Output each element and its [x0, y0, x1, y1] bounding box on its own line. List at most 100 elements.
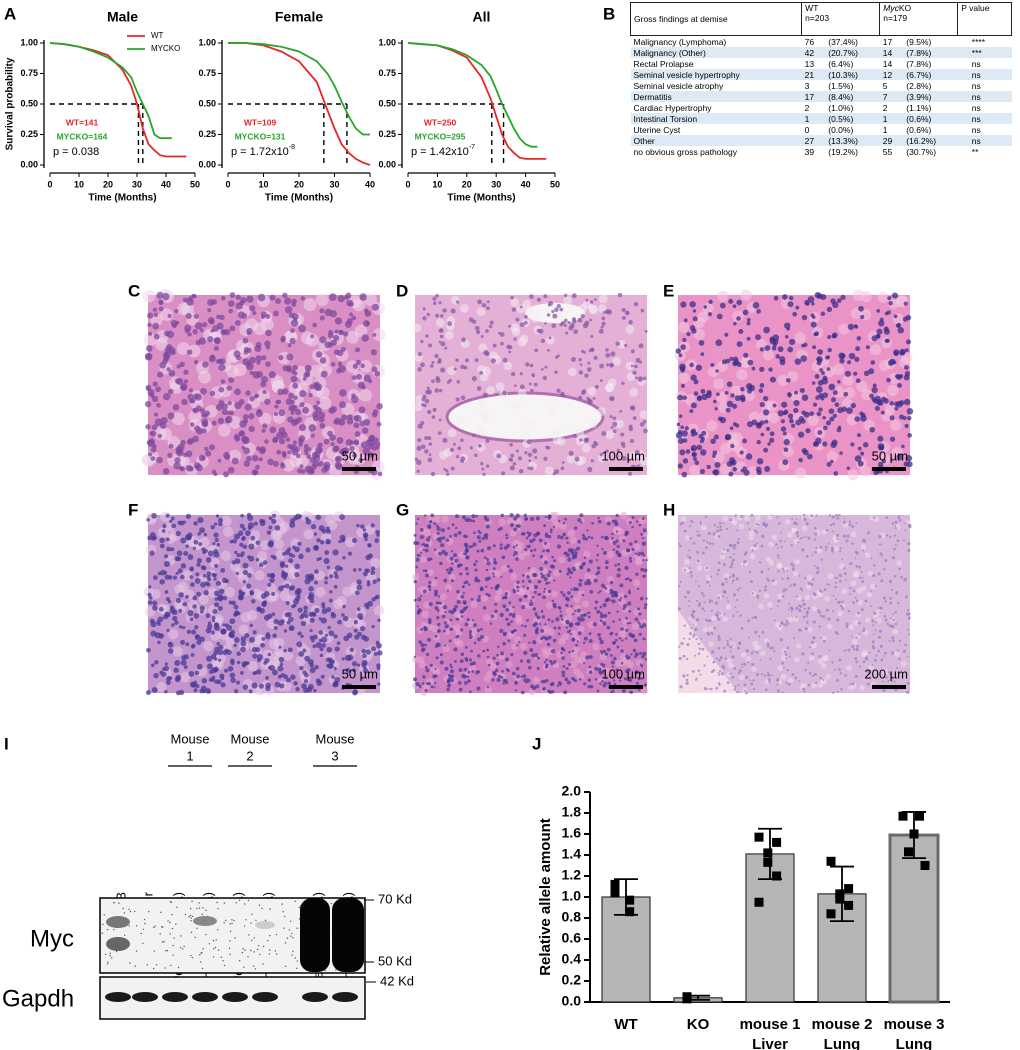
nucleus [781, 402, 787, 408]
nucleus [794, 677, 797, 680]
nucleus [730, 544, 733, 547]
nucleus [577, 640, 579, 642]
nucleus [850, 442, 854, 446]
cytoplasm [808, 415, 819, 426]
nucleus [314, 545, 318, 549]
nucleus [644, 607, 647, 610]
nucleus [583, 438, 588, 443]
nucleus [711, 633, 713, 635]
nucleus [786, 669, 788, 671]
nucleus [251, 599, 255, 603]
nucleus [611, 632, 613, 634]
nucleus [305, 365, 312, 372]
cytoplasm [768, 412, 779, 423]
nucleus [817, 430, 822, 435]
nucleus [194, 625, 198, 629]
nucleus [550, 528, 553, 531]
nucleus [331, 675, 335, 679]
cytoplasm [764, 593, 770, 599]
cytoplasm [859, 685, 865, 691]
nucleus [534, 653, 538, 657]
scale-bar-label: 50 µm [342, 666, 378, 681]
nucleus [641, 626, 643, 628]
nucleus [740, 451, 744, 455]
nucleus [205, 451, 211, 457]
nucleus [840, 688, 843, 691]
nucleus [717, 314, 723, 320]
nucleus [551, 649, 555, 653]
nucleus [328, 342, 333, 347]
nucleus [149, 596, 153, 600]
nucleus [149, 393, 154, 398]
nucleus [566, 667, 569, 670]
nucleus [307, 447, 311, 451]
nucleus [832, 595, 834, 597]
nucleus [628, 472, 632, 476]
nucleus [268, 540, 274, 546]
cytoplasm [741, 289, 752, 300]
table-row: Seminal vesicle hypertrophy21(10.3%)12(6… [631, 69, 1012, 80]
nucleus [529, 602, 533, 606]
nucleus [711, 610, 713, 612]
y-tick-label: 0.50 [198, 98, 216, 108]
nucleus [311, 524, 316, 529]
nucleus [884, 559, 887, 562]
nucleus [556, 389, 560, 393]
nucleus [227, 411, 231, 415]
nucleus [259, 446, 266, 453]
nucleus [796, 518, 798, 520]
nucleus [706, 567, 709, 570]
nucleus [322, 608, 328, 614]
nucleus [265, 361, 271, 367]
nucleus [695, 461, 700, 466]
nucleus [290, 328, 295, 333]
nucleus [532, 640, 536, 644]
nucleus [321, 675, 325, 679]
nucleus [613, 429, 617, 433]
nucleus [610, 415, 613, 418]
nucleus [242, 536, 246, 540]
nucleus [849, 562, 852, 565]
nucleus [301, 635, 304, 638]
nucleus [466, 572, 469, 575]
nucleus [214, 679, 219, 684]
nucleus [337, 437, 344, 444]
nucleus [729, 576, 731, 578]
nucleus [686, 449, 691, 454]
nucleus [547, 446, 551, 450]
nucleus [783, 667, 785, 669]
nucleus [852, 601, 855, 604]
nucleus [451, 550, 453, 552]
nucleus [640, 597, 644, 601]
nucleus [193, 294, 197, 298]
table-cell: (20.7%) [825, 47, 880, 58]
nucleus [816, 386, 823, 393]
nucleus [174, 660, 180, 666]
nucleus [225, 623, 229, 627]
nucleus [847, 360, 851, 364]
nucleus [865, 600, 868, 603]
nucleus [756, 523, 759, 526]
blot-speck [102, 933, 103, 934]
nucleus [196, 464, 203, 471]
nucleus [514, 682, 517, 685]
nucleus [209, 444, 215, 450]
nucleus [213, 549, 218, 554]
nucleus [634, 302, 639, 307]
nucleus [861, 571, 863, 573]
scale-bar [609, 467, 643, 471]
nucleus [211, 667, 217, 673]
nucleus [444, 644, 446, 646]
nucleus [309, 612, 314, 617]
nucleus [791, 518, 793, 520]
nucleus [700, 389, 705, 394]
nucleus [822, 615, 825, 618]
nucleus [723, 563, 726, 566]
p-value: p = 1.72x10-8 [231, 144, 295, 158]
nucleus [900, 576, 903, 579]
nucleus [718, 638, 721, 641]
nucleus [159, 579, 165, 585]
nucleus [806, 615, 808, 617]
nucleus [885, 516, 888, 519]
nucleus [565, 332, 568, 335]
